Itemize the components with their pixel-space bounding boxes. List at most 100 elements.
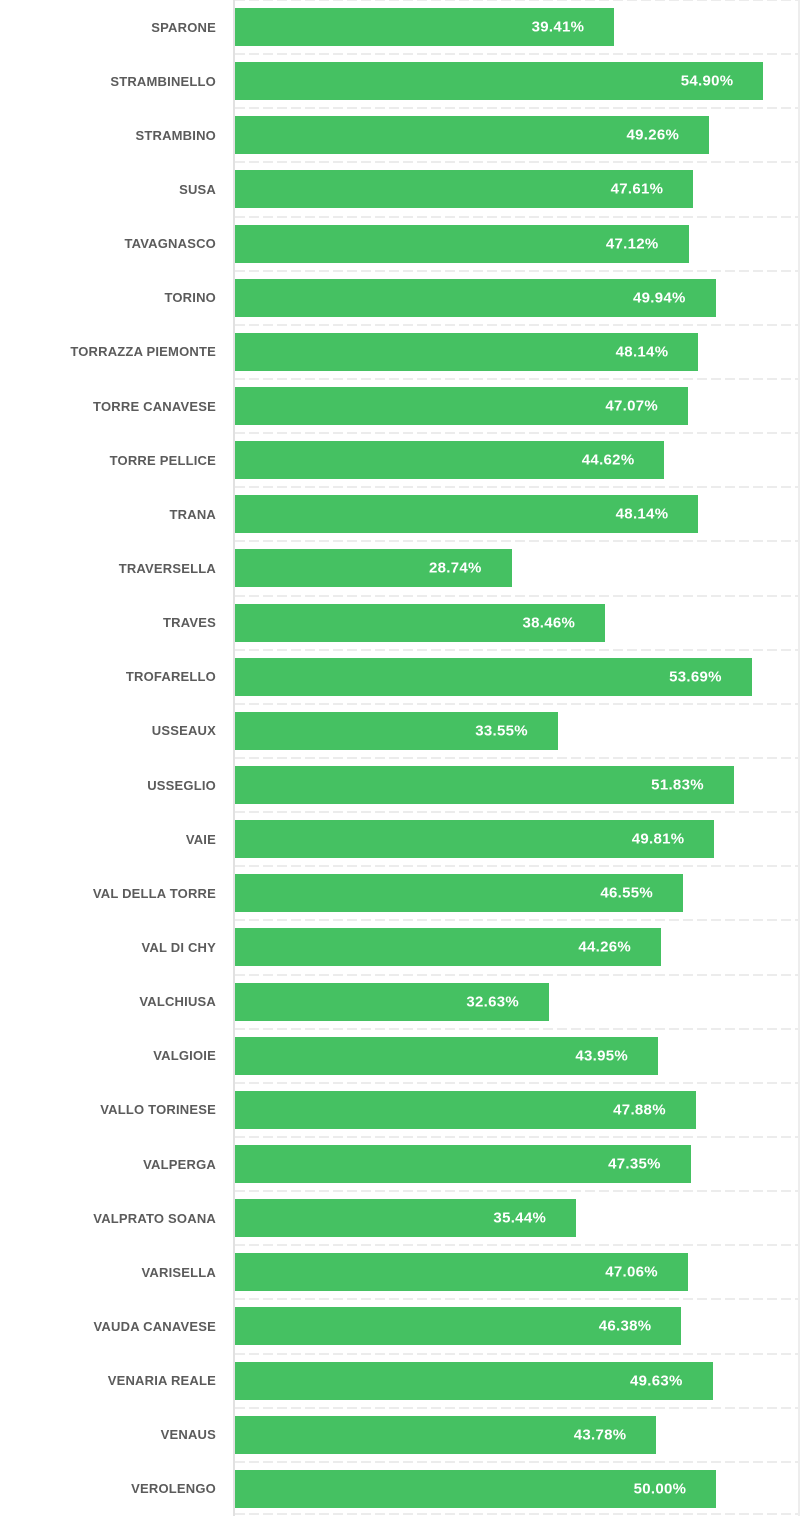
chart-row: VENAUS 43.78% (0, 1406, 800, 1462)
chart-row: TRANA 48.14% (0, 486, 800, 542)
gridline (235, 1081, 800, 1084)
category-label: TROFARELLO (125, 669, 216, 685)
category-label: STRAMBINELLO (110, 73, 216, 89)
chart-row: TROFARELLO 53.69% (0, 648, 800, 704)
category-label: VARISELLA (141, 1264, 216, 1280)
bar[interactable]: 47.07% (235, 387, 689, 426)
chart-row: USSEGLIO 51.83% (0, 756, 800, 813)
bar[interactable]: 51.83% (235, 766, 734, 805)
category-label: SUSA (179, 181, 216, 197)
bar[interactable]: 47.06% (235, 1253, 688, 1292)
plot-area: 47.61% (233, 161, 800, 217)
plot-area: 35.44% (233, 1190, 800, 1246)
plot-area: 49.94% (233, 269, 800, 325)
bar[interactable]: 33.55% (235, 711, 558, 750)
chart-row: STRAMBINELLO 54.90% (0, 53, 800, 109)
bar-value-label: 44.62% (581, 451, 635, 469)
chart-row: STRAMBINO 49.26% (0, 107, 800, 163)
category-label: TRAVERSELLA (118, 560, 216, 576)
category-label: VALPRATO SOANA (93, 1210, 216, 1226)
bar[interactable]: 48.14% (235, 332, 699, 371)
plot-area: 47.35% (233, 1135, 800, 1192)
category-label: SPARONE (151, 19, 216, 35)
gridline (235, 1352, 800, 1355)
gridline (235, 1298, 800, 1301)
bar[interactable]: 35.44% (235, 1199, 577, 1238)
chart-row: TAVAGNASCO 47.12% (0, 215, 800, 271)
bar[interactable]: 47.12% (235, 224, 689, 263)
bar[interactable]: 47.88% (235, 1090, 696, 1129)
chart-row: USSEAUX 33.55% (0, 702, 800, 758)
plot-area: 53.69% (233, 648, 800, 704)
category-label: TORRE PELLICE (109, 452, 216, 468)
chart-row: VALPERGA 47.35% (0, 1135, 800, 1192)
chart-row: VAIE 49.81% (0, 811, 800, 867)
plot-area: 47.07% (233, 377, 800, 434)
bar[interactable]: 49.94% (235, 278, 716, 317)
gridline (235, 702, 800, 705)
bar[interactable]: 54.90% (235, 62, 764, 101)
bar[interactable]: 44.26% (235, 928, 661, 967)
bar[interactable]: 49.81% (235, 820, 715, 859)
chart-row: VARISELLA 47.06% (0, 1244, 800, 1300)
bar-value-label: 49.26% (626, 126, 680, 144)
category-label: STRAMBINO (135, 127, 216, 143)
bar[interactable]: 46.38% (235, 1307, 682, 1346)
bar[interactable]: 49.63% (235, 1361, 713, 1400)
plot-area: 48.14% (233, 486, 800, 542)
plot-area: 50.00% (233, 1460, 800, 1516)
chart-row: SPARONE 39.41% (0, 0, 800, 55)
bar[interactable]: 47.35% (235, 1145, 691, 1184)
bar-value-label: 48.14% (615, 505, 669, 523)
category-label: VAUDA CANAVESE (93, 1318, 216, 1334)
bar-value-label: 51.83% (651, 776, 704, 794)
gridline (235, 811, 800, 814)
bar-value-label: 49.81% (631, 830, 685, 848)
bar[interactable]: 47.61% (235, 170, 694, 209)
bar[interactable]: 49.26% (235, 116, 710, 155)
category-label: VENAUS (160, 1427, 216, 1443)
bar[interactable]: 46.55% (235, 874, 684, 913)
chart-row: VALGIOIE 43.95% (0, 1027, 800, 1083)
plot-area: 48.14% (233, 323, 800, 379)
gridline (235, 377, 800, 380)
plot-area: 49.26% (233, 107, 800, 163)
bar[interactable]: 53.69% (235, 657, 752, 696)
chart-row: VAL DI CHY 44.26% (0, 919, 800, 975)
category-label: TORRE CANAVESE (93, 398, 216, 414)
bar[interactable]: 48.14% (235, 495, 699, 534)
category-label: VAIE (185, 831, 216, 847)
category-label: TORRAZZA PIEMONTE (70, 344, 216, 360)
bar[interactable]: 39.41% (235, 8, 615, 47)
gridline (235, 1027, 800, 1030)
bar[interactable]: 50.00% (235, 1469, 717, 1508)
category-label: TRAVES (163, 615, 216, 631)
bar-value-label: 47.88% (613, 1101, 666, 1119)
bar[interactable]: 44.62% (235, 441, 665, 480)
category-label: VAL DELLA TORRE (92, 885, 216, 901)
bar-value-label: 47.35% (608, 1155, 661, 1173)
category-label: VALCHIUSA (139, 994, 216, 1010)
category-label: TRANA (169, 506, 216, 522)
plot-area: 28.74% (233, 540, 800, 596)
gridline (235, 215, 800, 218)
bar[interactable]: 32.63% (235, 982, 550, 1021)
chart-row: SUSA 47.61% (0, 161, 800, 217)
chart-row: VALCHIUSA 32.63% (0, 973, 800, 1029)
gridline (235, 756, 800, 759)
gridline (235, 486, 800, 489)
bar-value-label: 46.55% (600, 884, 654, 902)
plot-area: 32.63% (233, 973, 800, 1029)
bar-value-label: 49.94% (632, 289, 686, 307)
gridline (235, 1244, 800, 1247)
bar[interactable]: 28.74% (235, 549, 512, 588)
category-label: VALLO TORINESE (100, 1102, 216, 1118)
gridline (235, 269, 800, 272)
bar[interactable]: 43.78% (235, 1415, 657, 1454)
bar[interactable]: 38.46% (235, 603, 606, 642)
plot-bottom-gridline (235, 1513, 800, 1515)
bar[interactable]: 43.95% (235, 1036, 659, 1075)
bar-value-label: 54.90% (680, 72, 734, 90)
gridline (235, 1406, 800, 1409)
